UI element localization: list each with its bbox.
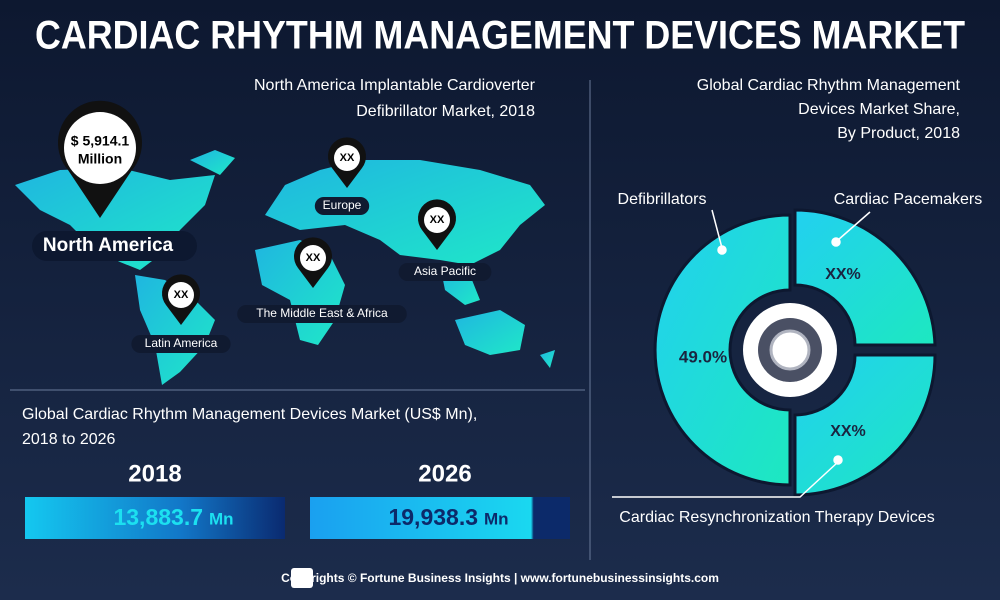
bar-unit: Mn bbox=[484, 509, 509, 528]
share-title: Global Cardiac Rhythm Management bbox=[697, 77, 961, 94]
segment-label: 49.0% bbox=[679, 347, 727, 366]
region-pin: XX The Middle East & Africa bbox=[237, 237, 407, 323]
region-label: The Middle East & Africa bbox=[256, 306, 388, 320]
page-title: CARDIAC RHYTHM MANAGEMENT DEVICES MARKET bbox=[35, 14, 965, 58]
highlight-pin: $ 5,914.1 Million North America bbox=[32, 100, 197, 261]
bar bbox=[25, 497, 285, 539]
map-title: North America Implantable Cardioverter bbox=[254, 77, 536, 94]
bar-unit: Mn bbox=[209, 509, 234, 528]
segment-name: Defibrillators bbox=[618, 191, 707, 208]
bar-value: 13,883.7 bbox=[113, 504, 203, 530]
market-title: 2018 to 2026 bbox=[22, 431, 116, 448]
region-value: XX bbox=[430, 214, 445, 226]
region-label: Asia Pacific bbox=[414, 264, 476, 278]
segment-label: XX% bbox=[830, 423, 866, 440]
region-label: Latin America bbox=[145, 336, 218, 350]
region-tag bbox=[131, 335, 231, 353]
highlight-unit: Million bbox=[78, 151, 122, 167]
region-value: XX bbox=[174, 289, 189, 301]
region-label: Europe bbox=[323, 198, 362, 212]
region-value: XX bbox=[340, 152, 355, 164]
donut bbox=[653, 208, 937, 497]
pin-face bbox=[300, 245, 326, 271]
share-title: Devices Market Share, bbox=[798, 101, 960, 118]
bar-year: 2018 bbox=[128, 460, 181, 487]
region-pin: XX Latin America bbox=[131, 274, 231, 353]
region-value: XX bbox=[306, 252, 321, 264]
segment-name: Cardiac Resynchronization Therapy Device… bbox=[619, 509, 934, 526]
bar-year: 2026 bbox=[418, 460, 471, 487]
region-tag bbox=[314, 197, 370, 215]
leader-lines bbox=[612, 209, 871, 498]
region-pin: XX Asia Pacific bbox=[398, 199, 492, 281]
map-title: Defibrillator Market, 2018 bbox=[356, 103, 535, 120]
pin-face bbox=[334, 145, 360, 171]
highlight-value: $ 5,914.1 bbox=[71, 133, 130, 149]
segment bbox=[653, 213, 792, 487]
bar-value: 19,938.3 bbox=[388, 504, 478, 530]
pin-face bbox=[424, 207, 450, 233]
market-title: Global Cardiac Rhythm Management Devices… bbox=[22, 406, 477, 423]
highlight-region: North America bbox=[43, 235, 174, 256]
footer: Copyrights © Fortune Business Insights |… bbox=[281, 571, 719, 585]
segment bbox=[793, 353, 937, 497]
logo bbox=[291, 568, 313, 588]
segment-label: XX% bbox=[825, 266, 861, 283]
segment-name: Cardiac Pacemakers bbox=[834, 191, 983, 208]
share-title: By Product, 2018 bbox=[837, 125, 960, 142]
region-tag bbox=[398, 263, 492, 281]
bar bbox=[310, 497, 570, 539]
pin-face bbox=[168, 282, 194, 308]
region-pin: XX Europe bbox=[314, 137, 370, 215]
segment bbox=[793, 208, 937, 347]
region-tag bbox=[237, 305, 407, 323]
